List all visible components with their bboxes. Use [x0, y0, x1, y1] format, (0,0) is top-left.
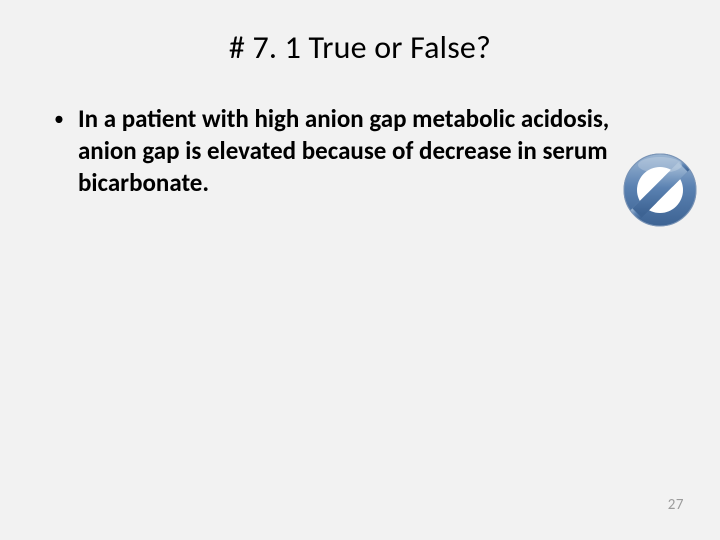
bullet-block: • In a patient with high anion gap metab… [48, 103, 672, 199]
page-number: 27 [668, 496, 684, 514]
prohibition-icon [620, 150, 700, 235]
bullet-text: In a patient with high anion gap metabol… [78, 103, 672, 199]
slide: # 7. 1 True or False? • In a patient wit… [0, 0, 720, 540]
slide-title: # 7. 1 True or False? [48, 28, 672, 67]
bullet-item: • In a patient with high anion gap metab… [54, 103, 672, 199]
bullet-marker: • [54, 107, 64, 131]
